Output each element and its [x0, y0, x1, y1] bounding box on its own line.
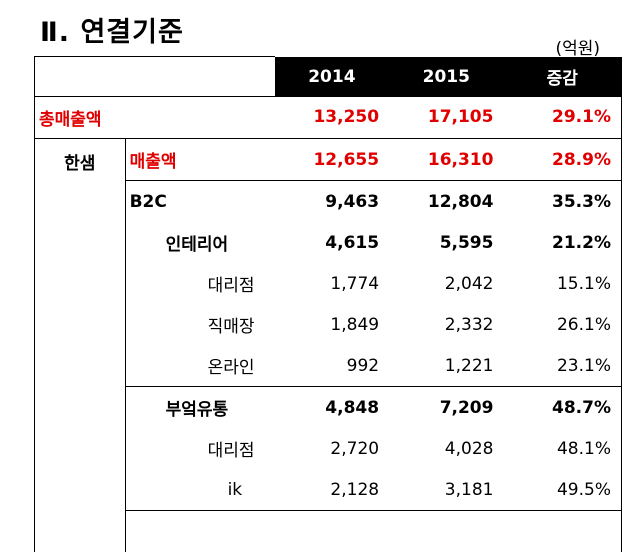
row-label-agency2: 대리점	[125, 428, 275, 469]
header-2015: 2015	[389, 57, 503, 97]
cell-direct-2014: 1,849	[275, 304, 389, 345]
table-row-total: 총매출액 13,250 17,105 29.1%	[35, 97, 622, 139]
cell-b2c-change: 35.3%	[503, 181, 621, 223]
row-group-hansem: 한샘	[35, 139, 126, 552]
cell-b2c-2015: 12,804	[389, 181, 503, 223]
financial-table: 2014 2015 증감 총매출액 13,250 17,105 29.1% 한샘…	[34, 56, 622, 552]
row-label-direct: 직매장	[125, 304, 275, 345]
cell-agency1-2014: 1,774	[275, 263, 389, 304]
cell-interior-2015: 5,595	[389, 222, 503, 263]
cell-ik-2015: 3,181	[389, 469, 503, 511]
cell-ik-2014: 2,128	[275, 469, 389, 511]
cell-agency1-change: 15.1%	[503, 263, 621, 304]
cell-total-2015: 17,105	[389, 97, 503, 139]
cell-b2c-2014: 9,463	[275, 181, 389, 223]
cell-kitchen-change: 48.7%	[503, 387, 621, 429]
row-label-kitchen: 부엌유통	[125, 387, 275, 429]
table-row-sales: 한샘 매출액 12,655 16,310 28.9%	[35, 139, 622, 181]
cell-agency1-2015: 2,042	[389, 263, 503, 304]
row-label-online: 온라인	[125, 345, 275, 387]
cell-online-change: 23.1%	[503, 345, 621, 387]
cell-kitchen-2015: 7,209	[389, 387, 503, 429]
header-change: 증감	[503, 57, 621, 97]
row-label-total: 총매출액	[35, 97, 275, 139]
cell-sales-2015: 16,310	[389, 139, 503, 181]
cell-ik-change: 49.5%	[503, 469, 621, 511]
table-header-row: 2014 2015 증감	[35, 57, 622, 97]
row-label-sales: 매출액	[125, 139, 275, 181]
cell-interior-change: 21.2%	[503, 222, 621, 263]
cell-online-2014: 992	[275, 345, 389, 387]
header-2014: 2014	[275, 57, 389, 97]
page-title: Ⅱ. 연결기준	[40, 10, 184, 49]
cell-direct-2015: 2,332	[389, 304, 503, 345]
row-label-agency1: 대리점	[125, 263, 275, 304]
cell-total-2014: 13,250	[275, 97, 389, 139]
cell-agency2-2015: 4,028	[389, 428, 503, 469]
row-label-interior: 인테리어	[125, 222, 275, 263]
cell-online-2015: 1,221	[389, 345, 503, 387]
cell-direct-change: 26.1%	[503, 304, 621, 345]
row-label-ik: ik	[125, 469, 275, 511]
header-blank-cell	[35, 57, 275, 97]
cell-sales-2014: 12,655	[275, 139, 389, 181]
cell-agency2-2014: 2,720	[275, 428, 389, 469]
cell-kitchen-2014: 4,848	[275, 387, 389, 429]
cell-sales-change: 28.9%	[503, 139, 621, 181]
cell-agency2-change: 48.1%	[503, 428, 621, 469]
cell-interior-2014: 4,615	[275, 222, 389, 263]
cell-total-change: 29.1%	[503, 97, 621, 139]
row-label-b2c: B2C	[125, 181, 275, 223]
